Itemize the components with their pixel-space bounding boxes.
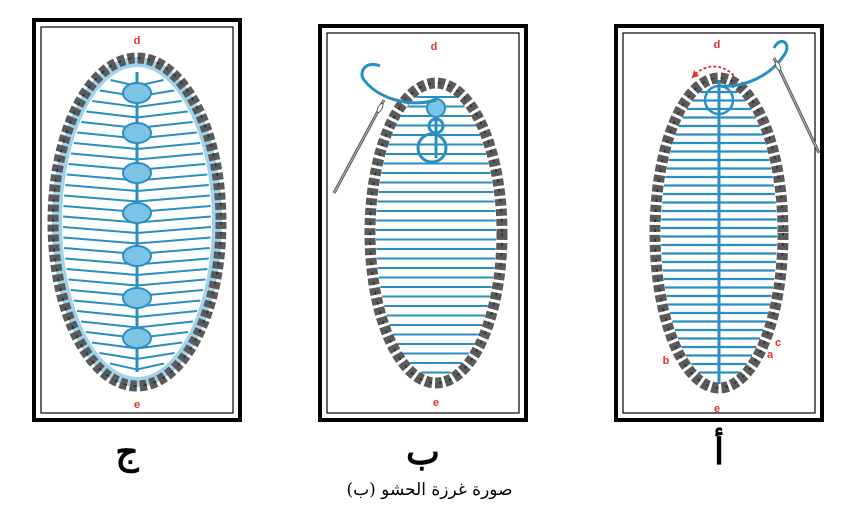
panel-baa: d e [318,18,528,422]
point-label-c: c [775,337,781,349]
panel-label-alef: أ [713,431,724,473]
frame-inner [326,32,520,414]
direction-arrow [691,65,735,79]
working-stitch [416,98,448,164]
panel-baa-figure: d e [318,24,528,422]
point-label-d: d [714,39,721,51]
working-thread [360,63,437,105]
chain-stitch-detail [654,77,784,389]
panel-jeem: d e [32,18,242,422]
panel-label-baa: ب [406,431,440,473]
panel-alef-figure: d e b a c [614,24,824,422]
panel-alef: d e b a c [614,18,824,422]
figure-caption: صورة غرزة الحشو (ب) [346,480,513,500]
needle-icon [332,99,386,194]
chain-stitch-detail [369,82,503,384]
working-thread [718,39,789,88]
point-label-e: e [134,399,140,411]
needle-icon [772,57,821,154]
chain-stitch-detail [52,57,222,387]
knot [122,287,152,309]
panel-label-jeem: ج [115,431,139,473]
knot [122,202,152,224]
point-label-e: e [433,397,439,409]
frame-inner [40,26,234,414]
point-label-a: a [767,349,774,361]
point-label-e: e [714,403,720,415]
knot [122,162,152,184]
arrow-head [692,70,699,78]
frame-inner [622,32,816,414]
point-label-b: b [663,355,670,367]
knot [122,122,152,144]
thread-bars [376,96,496,374]
knot [122,82,152,104]
knot [122,245,152,267]
panel-jeem-figure: d e [32,18,242,422]
point-label-d: d [431,41,438,53]
knot [122,327,152,349]
point-label-d: d [134,35,141,47]
center-knots [122,72,152,372]
